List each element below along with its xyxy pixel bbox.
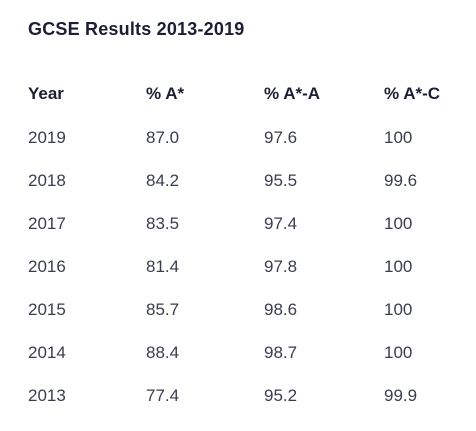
cell-a-star-c: 100 <box>384 213 413 233</box>
cell-year: 2017 <box>28 213 66 233</box>
cell-a-star-a: 98.7 <box>264 342 298 362</box>
cell-a-star-c: 99.6 <box>384 170 418 190</box>
cell-a-star-a: 95.5 <box>264 170 298 190</box>
cell-a-star: 84.2 <box>146 170 180 190</box>
header-a-star-c: % A*-C <box>384 84 441 103</box>
cell-a-star: 83.5 <box>146 213 180 233</box>
cell-year: 2016 <box>28 256 66 276</box>
table-row: 2018 84.2 95.5 99.6 <box>28 159 468 202</box>
table-row: 2014 88.4 98.7 100 <box>28 331 468 374</box>
table-row: 2017 83.5 97.4 100 <box>28 202 468 245</box>
cell-a-star: 81.4 <box>146 256 180 276</box>
cell-a-star: 85.7 <box>146 299 180 319</box>
cell-year: 2018 <box>28 170 66 190</box>
cell-a-star-a: 97.4 <box>264 213 298 233</box>
table-row: 2016 81.4 97.8 100 <box>28 245 468 288</box>
header-year: Year <box>28 84 64 103</box>
cell-a-star-c: 99.9 <box>384 385 418 405</box>
cell-a-star-a: 98.6 <box>264 299 298 319</box>
cell-a-star-a: 97.8 <box>264 256 298 276</box>
table-row: 2013 77.4 95.2 99.9 <box>28 374 468 417</box>
cell-a-star: 77.4 <box>146 385 180 405</box>
cell-year: 2019 <box>28 127 66 147</box>
cell-a-star-c: 100 <box>384 256 413 276</box>
cell-year: 2013 <box>28 385 66 405</box>
cell-year: 2015 <box>28 299 66 319</box>
cell-a-star-c: 100 <box>384 127 413 147</box>
cell-year: 2014 <box>28 342 66 362</box>
cell-a-star-c: 100 <box>384 299 413 319</box>
cell-a-star: 87.0 <box>146 127 180 147</box>
cell-a-star: 88.4 <box>146 342 180 362</box>
cell-a-star-c: 100 <box>384 342 413 362</box>
cell-a-star-a: 97.6 <box>264 127 298 147</box>
results-table: Year % A* % A*-A % A*-C 2019 87.0 97.6 1… <box>28 72 468 417</box>
table-title: GCSE Results 2013-2019 <box>28 19 245 39</box>
cell-a-star-a: 95.2 <box>264 385 298 405</box>
header-a-star-a: % A*-A <box>264 84 321 103</box>
table-row: 2015 85.7 98.6 100 <box>28 288 468 331</box>
header-row: Year % A* % A*-A % A*-C <box>28 72 468 116</box>
table-row: 2019 87.0 97.6 100 <box>28 116 468 159</box>
header-a-star: % A* <box>146 84 185 103</box>
